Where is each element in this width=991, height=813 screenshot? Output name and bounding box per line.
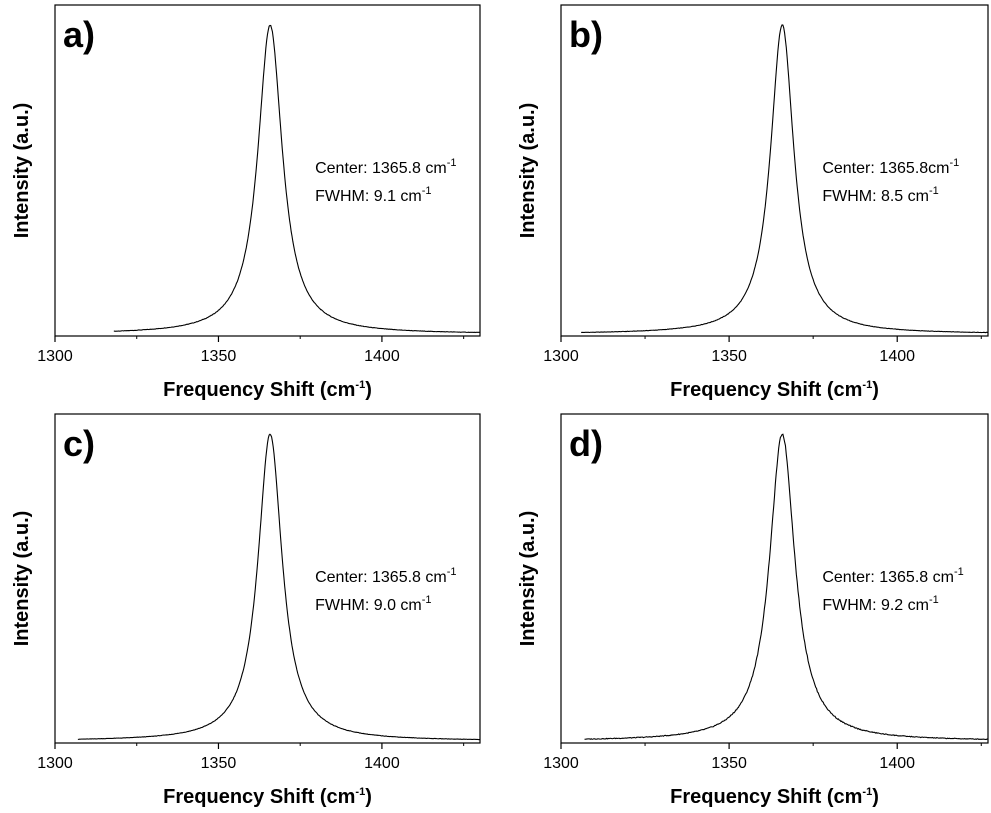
x-axis-title: Frequency Shift (cm-1) — [670, 379, 879, 401]
x-tick-label: 1400 — [879, 755, 915, 772]
chart-panel-1: 1300 1350 1400 a) Center: 1365.8 cm-1 FWHM: 9… — [11, 4, 481, 401]
center-annotation: Center: 1365.8 cm-1 — [822, 566, 963, 586]
x-tick-label: 1350 — [711, 755, 747, 772]
y-axis-title: Intensity (a.u.) — [11, 511, 33, 647]
y-axis-title: Intensity (a.u.) — [517, 511, 539, 647]
chart-panel-3: 1300 1350 1400 c) Center: 1365.8 cm-1 FWHM: 9… — [11, 413, 481, 808]
plot-frame — [54, 4, 481, 337]
spectrum-line — [581, 24, 989, 334]
plot-frame — [560, 4, 989, 337]
x-tick-label: 1300 — [543, 348, 579, 365]
x-tick-label: 1300 — [37, 348, 73, 365]
x-tick-label: 1300 — [37, 755, 73, 772]
x-tick-label: 1400 — [364, 348, 400, 365]
chart-panel-2: 1300 1350 1400 b) Center: 1365.8cm-1 FWHM: 8.… — [517, 4, 989, 401]
plot-frame — [54, 413, 481, 744]
x-tick-label: 1350 — [201, 348, 237, 365]
center-annotation: Center: 1365.8cm-1 — [822, 157, 959, 177]
fwhm-annotation: FWHM: 9.0 cm-1 — [315, 594, 431, 614]
plot-frame — [560, 413, 989, 744]
panel-label: a) — [63, 14, 95, 55]
fwhm-annotation: FWHM: 8.5 cm-1 — [822, 185, 938, 205]
x-axis-title: Frequency Shift (cm-1) — [163, 379, 372, 401]
y-axis-title: Intensity (a.u.) — [517, 103, 539, 239]
panel-label: b) — [569, 14, 603, 55]
panel-label: d) — [569, 423, 603, 464]
x-tick-label: 1400 — [879, 348, 915, 365]
x-tick-label: 1350 — [711, 348, 747, 365]
x-axis-title: Frequency Shift (cm-1) — [670, 786, 879, 808]
x-tick-label: 1350 — [201, 755, 237, 772]
chart-panel-4: 1300 1350 1400 d) Center: 1365.8 cm-1 FWHM: 9… — [517, 413, 989, 808]
center-annotation: Center: 1365.8 cm-1 — [315, 566, 456, 586]
fwhm-annotation: FWHM: 9.2 cm-1 — [822, 594, 938, 614]
y-axis-title: Intensity (a.u.) — [11, 103, 33, 239]
x-axis-title: Frequency Shift (cm-1) — [163, 786, 372, 808]
x-tick-label: 1300 — [543, 755, 579, 772]
panel-label: c) — [63, 423, 95, 464]
spectrum-line — [113, 24, 481, 334]
center-annotation: Center: 1365.8 cm-1 — [315, 157, 456, 177]
x-tick-label: 1400 — [364, 755, 400, 772]
fwhm-annotation: FWHM: 9.1 cm-1 — [315, 185, 431, 205]
spectrum-line — [77, 433, 481, 741]
spectrum-line — [584, 433, 989, 741]
